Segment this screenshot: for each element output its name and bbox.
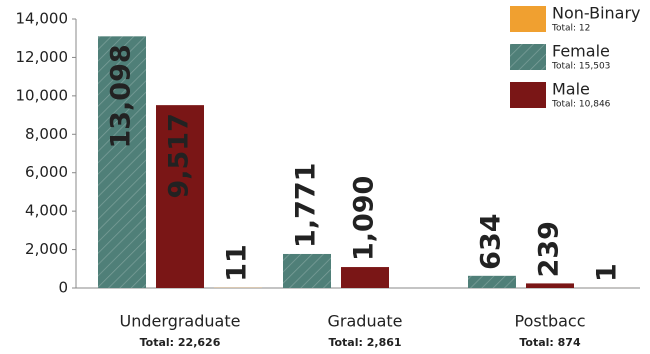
category-total: Total: 2,861 [328,336,401,349]
value-label: 9,517 [164,113,195,198]
legend-hatch [510,44,546,70]
y-tick-label: 12,000 [16,48,69,66]
value-label: 239 [534,221,565,277]
y-tick-label: 10,000 [16,86,69,104]
bar-hatch [283,253,331,288]
x-tick-label: Graduate [328,312,403,331]
value-label: 634 [476,213,507,269]
y-tick-label: 0 [58,279,68,297]
category-total: Total: 22,626 [140,336,221,349]
bar [341,267,389,288]
value-label: 13,098 [106,44,137,148]
legend-label: Non-Binary [552,4,641,23]
y-tick-label: 4,000 [25,202,68,220]
legend-label: Female [552,42,610,61]
y-tick-label: 8,000 [25,125,68,143]
bar [156,105,204,289]
value-label: 1,090 [349,176,380,261]
y-tick-label: 6,000 [25,163,68,181]
bar-hatch [98,36,146,289]
legend-total: Total: 12 [551,24,590,34]
category-total: Total: 874 [519,336,581,349]
y-tick-label: 2,000 [25,240,68,258]
legend-total: Total: 15,503 [551,62,610,72]
x-tick-label: Undergraduate [120,312,241,331]
x-tick-label: Postbacc [514,312,585,331]
bar [526,283,574,288]
value-label: 11 [222,244,253,282]
legend-swatch [510,6,546,32]
bar-hatch [468,275,516,288]
legend-swatch [510,82,546,108]
value-label: 1 [592,263,623,282]
legend-label: Male [552,80,590,99]
y-tick-label: 14,000 [16,10,69,28]
value-label: 1,771 [291,163,322,248]
legend-total: Total: 10,846 [551,100,611,110]
